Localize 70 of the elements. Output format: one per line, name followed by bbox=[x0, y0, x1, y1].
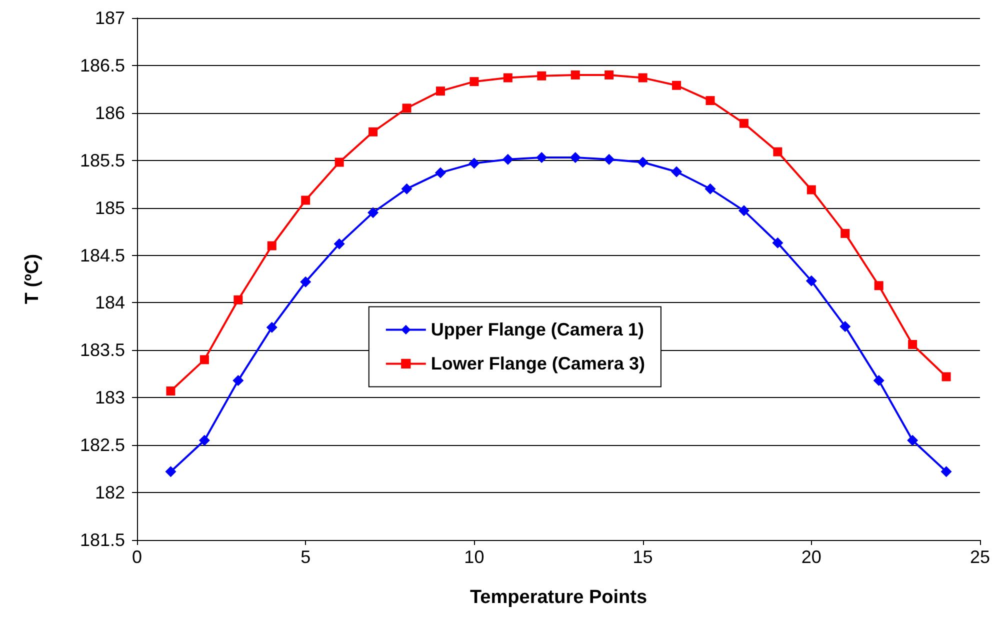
point bbox=[637, 156, 648, 168]
point bbox=[300, 276, 312, 288]
y-tick-label: 183.5 bbox=[80, 340, 125, 360]
y-tick-label: 183 bbox=[94, 388, 125, 408]
point bbox=[570, 70, 580, 80]
point bbox=[840, 228, 850, 238]
legend-label: Upper Flange (Camera 1) bbox=[430, 320, 644, 340]
point bbox=[638, 73, 648, 82]
y-tick-label: 184 bbox=[94, 292, 125, 313]
point bbox=[537, 71, 546, 80]
point bbox=[806, 275, 817, 286]
point bbox=[436, 86, 445, 96]
x-tick-label: 20 bbox=[801, 547, 822, 567]
point bbox=[570, 152, 581, 164]
point bbox=[267, 241, 276, 250]
point bbox=[503, 73, 512, 82]
point bbox=[502, 154, 514, 165]
x-tick-label: 5 bbox=[300, 547, 311, 567]
point bbox=[266, 322, 278, 333]
y-axis-title: T (ºC) bbox=[22, 254, 43, 304]
point bbox=[940, 466, 952, 478]
point bbox=[772, 237, 784, 248]
point bbox=[773, 147, 782, 156]
point bbox=[840, 320, 851, 332]
x-tick-label: 25 bbox=[970, 547, 990, 567]
point bbox=[368, 207, 379, 218]
point bbox=[402, 104, 412, 113]
x-tick-label: 10 bbox=[464, 547, 484, 567]
point bbox=[165, 466, 176, 478]
x-axis-title: Temperature Points bbox=[470, 587, 648, 608]
x-tick-label: 15 bbox=[632, 547, 653, 567]
point bbox=[806, 185, 816, 194]
point bbox=[738, 205, 750, 216]
point bbox=[368, 127, 378, 136]
point bbox=[401, 183, 412, 194]
point bbox=[907, 434, 918, 446]
point bbox=[334, 158, 344, 167]
x-tick-label: 0 bbox=[132, 547, 142, 567]
point bbox=[908, 340, 918, 349]
point bbox=[704, 183, 716, 194]
legend-label: Lower Flange (Camera 3) bbox=[430, 354, 645, 374]
point bbox=[604, 70, 614, 80]
point bbox=[873, 375, 884, 386]
y-tick-label: 182 bbox=[94, 482, 125, 503]
point bbox=[942, 372, 951, 382]
y-tick-label: 187 bbox=[94, 8, 125, 28]
point bbox=[166, 386, 176, 396]
point bbox=[671, 166, 682, 178]
point bbox=[604, 154, 615, 165]
y-tick-label: 184.5 bbox=[80, 245, 125, 266]
point bbox=[334, 238, 345, 250]
y-tick-label: 182.5 bbox=[80, 435, 125, 456]
y-tick-label: 181.5 bbox=[80, 530, 125, 550]
point bbox=[234, 295, 243, 304]
y-tick-label: 185.5 bbox=[80, 150, 125, 170]
point bbox=[434, 167, 446, 178]
point bbox=[672, 80, 682, 90]
point bbox=[198, 434, 210, 446]
point bbox=[301, 196, 310, 205]
y-tick-label: 186.5 bbox=[80, 55, 125, 76]
y-tick-label: 185 bbox=[94, 198, 125, 218]
point bbox=[739, 118, 748, 128]
point bbox=[536, 152, 548, 164]
point bbox=[232, 375, 244, 386]
point bbox=[200, 355, 209, 364]
point bbox=[874, 281, 884, 290]
y-tick-label: 186 bbox=[94, 102, 125, 123]
point bbox=[706, 96, 715, 106]
point bbox=[470, 77, 479, 86]
point bbox=[468, 158, 480, 169]
